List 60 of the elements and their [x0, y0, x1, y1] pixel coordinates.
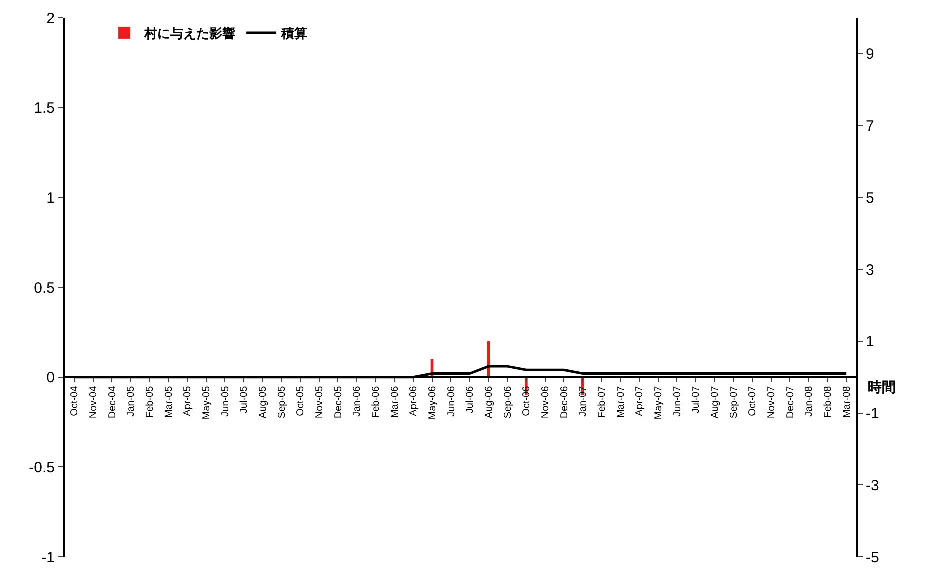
x-tick-label: Feb-08 — [823, 386, 834, 418]
x-tick-label: Oct-05 — [296, 386, 307, 416]
x-tick-label: Dec-04 — [107, 386, 118, 419]
x-tick-label: Mar-06 — [390, 386, 401, 418]
x-tick-label: Jul-06 — [465, 386, 476, 414]
x-tick-label: Apr-05 — [182, 386, 194, 416]
legend-label: 村に与えた影響 — [144, 26, 236, 42]
x-tick-label: Dec-07 — [785, 386, 796, 419]
y-tick-label: 0 — [46, 370, 55, 387]
x-tick-label: Feb-07 — [597, 386, 608, 418]
x-tick-label: Sep-07 — [728, 386, 740, 419]
x-tick-label: Jun-06 — [446, 386, 458, 417]
y-tick-label: 0.5 — [34, 280, 55, 297]
x-tick-label: May-05 — [202, 386, 212, 420]
y-tick-label: 2 — [46, 10, 55, 28]
x-tick-label: Jan-07 — [578, 386, 590, 417]
x-tick-label: Nov-07 — [766, 386, 778, 419]
x-tick-label: Oct-06 — [522, 386, 533, 416]
x-tick-label: Sep-06 — [502, 386, 514, 419]
x-tick-label: Jan-08 — [804, 386, 816, 417]
y2-axis-title: 時間 — [868, 379, 896, 395]
x-tick-label: Oct-04 — [70, 386, 81, 416]
x-tick-label: Mar-07 — [616, 386, 627, 418]
x-tick-label: Dec-05 — [333, 386, 344, 419]
y2-tick-label: -5 — [866, 549, 880, 566]
legend-label: 積算 — [280, 26, 308, 42]
x-tick-label: Nov-05 — [314, 386, 326, 419]
y2-tick-label: -1 — [866, 406, 880, 423]
x-tick-label: Oct-07 — [748, 386, 759, 416]
x-tick-label: Aug-07 — [710, 386, 721, 419]
x-tick-label: Jul-07 — [691, 386, 702, 414]
x-tick-label: Nov-04 — [88, 386, 100, 419]
x-tick-label: Jul-05 — [239, 386, 250, 414]
x-tick-label: Apr-07 — [634, 386, 646, 416]
y2-tick-label: 1 — [866, 334, 874, 351]
y2-tick-label: 9 — [866, 46, 874, 64]
x-tick-label: Jun-07 — [672, 386, 684, 417]
x-tick-label: Feb-06 — [371, 386, 382, 418]
y2-tick-label: 5 — [866, 190, 874, 207]
x-tick-label: Feb-05 — [145, 386, 156, 418]
y2-tick-label: -3 — [866, 477, 880, 494]
y-tick-label: -1 — [42, 549, 55, 566]
x-tick-label: Aug-05 — [258, 386, 269, 419]
y-tick-label: 1 — [46, 190, 55, 207]
x-tick-label: May-06 — [428, 386, 438, 420]
y-tick-label: 1.5 — [34, 100, 55, 118]
y-tick-label: -0.5 — [29, 459, 55, 476]
x-tick-label: Dec-06 — [559, 386, 570, 419]
y2-tick-label: 7 — [866, 118, 874, 136]
x-tick-label: Mar-08 — [842, 386, 853, 418]
x-tick-label: May-07 — [654, 386, 664, 420]
x-tick-label: Mar-05 — [164, 386, 175, 418]
x-tick-label: Sep-05 — [276, 386, 288, 419]
x-tick-label: Jun-05 — [220, 386, 232, 417]
y2-tick-label: 3 — [866, 262, 874, 279]
x-tick-label: Jan-06 — [352, 386, 364, 417]
x-tick-label: Nov-06 — [540, 386, 552, 419]
x-tick-label: Aug-06 — [484, 386, 495, 419]
x-tick-label: Apr-06 — [408, 386, 420, 416]
x-tick-label: Jan-05 — [126, 386, 138, 417]
